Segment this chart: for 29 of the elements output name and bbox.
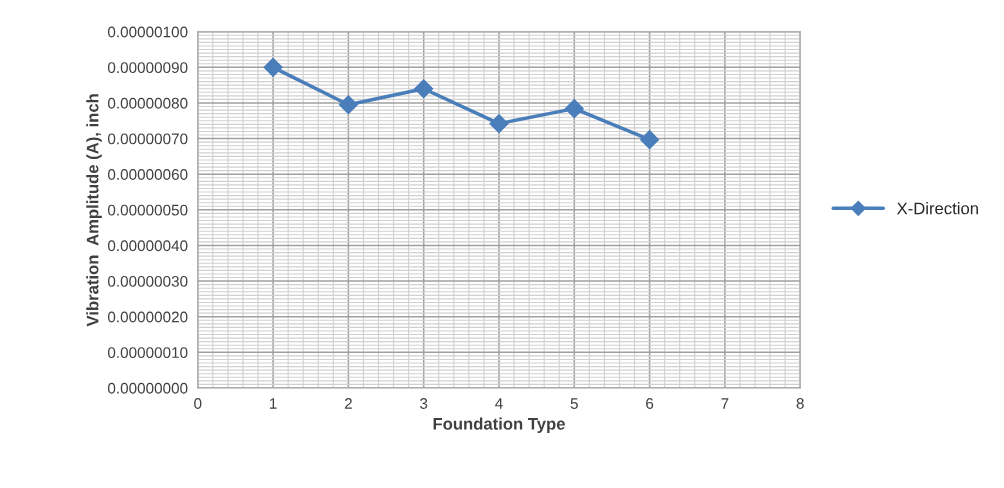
y-tick-label: 0.00000060 [107,169,188,180]
point [640,130,660,150]
y-tick-label: 0.00000100 [107,26,188,38]
legend-label: X-Direction [896,202,978,215]
x-tick-label: 2 [344,398,352,409]
x-tick-label: 4 [495,398,503,409]
y-tick-label: 0.00000030 [107,275,188,287]
x-axis-title: Foundation Type [433,417,565,434]
point [564,99,584,119]
point [489,114,509,134]
y-tick-label: 0.00000050 [107,204,188,216]
x-tick-label: 7 [721,398,729,409]
x-tick-label: 3 [420,398,428,409]
y-tick-label: 0.00000010 [107,347,188,359]
y-tick-label: 0.00000080 [107,97,188,109]
y-axis-title: Vibration Amplitude (A), inch [86,94,102,327]
x-tick-label: 8 [796,398,804,409]
point [263,57,283,77]
point [414,79,434,99]
x-tick-label: 5 [570,398,578,409]
x-tick-label: 1 [270,398,277,409]
x-tick-label: 0 [194,398,202,409]
y-tick-label: 0.00000070 [107,133,188,145]
y-tick-label: 0.00000040 [107,240,188,252]
y-tick-label: 0.00000020 [107,311,188,323]
point [338,95,358,115]
y-tick-label: 0.00000090 [107,62,188,74]
y-tick-label: 0.00000000 [107,382,188,394]
x-tick-label: 6 [646,398,654,409]
